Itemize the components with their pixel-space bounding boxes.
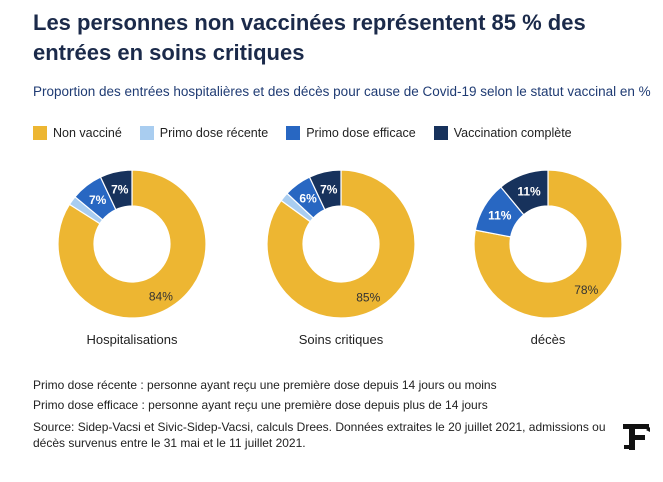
legend: Non vacciné Primo dose récente Primo dos… [33,126,590,140]
donut-slice-soins-critiques-vaccination-complete [308,169,342,211]
source-line-1: Source: Sidep-Vacsi et Sivic-Sidep-Vacsi… [33,420,606,434]
data-label-soins-critiques-primo-efficace: 6% [299,192,317,206]
chart-title: Les personnes non vaccinées représentent… [33,10,586,65]
legend-swatch-primo-efficace [286,126,301,140]
legend-item-vaccination-complete: Vaccination complète [433,126,572,140]
data-label-soins-critiques-vaccination-complete: 7% [320,182,338,196]
legend-label-non-vaccine: Non vacciné [53,126,122,140]
data-label-hospitalisations-primo-efficace: 7% [89,193,107,207]
category-label-soins-critiques: Soins critiques [299,332,384,347]
category-label-hospitalisations: Hospitalisations [86,332,178,347]
donut-slice-soins-critiques-non-vaccine [266,169,416,319]
data-label-deces-primo-efficace: 11% [488,208,512,222]
donut-slice-hospitalisations-non-vaccine [57,169,207,319]
note-primo-efficace: Primo dose efficace : personne ayant reç… [33,398,488,412]
data-label-soins-critiques-non-vaccine: 85% [356,290,380,304]
chart-subtitle: Proportion des entrées hospitalières et … [33,84,651,99]
data-label-hospitalisations-vaccination-complete: 7% [111,182,129,196]
le-figaro-logo-icon [623,424,650,450]
legend-item-primo-recente: Primo dose récente [139,126,269,140]
legend-swatch-non-vaccine [33,126,47,140]
legend-label-primo-efficace: Primo dose efficace [306,126,416,140]
source-line-2: décès survenus entre le 31 mai et le 11 … [33,436,306,450]
legend-swatch-vaccination-complete [433,126,448,140]
note-primo-recente: Primo dose récente : personne ayant reçu… [33,378,497,392]
legend-item-non-vaccine: Non vacciné [33,126,122,140]
legend-item-primo-efficace: Primo dose efficace [286,126,416,140]
donut-slice-hospitalisations-vaccination-complete [99,169,133,211]
data-label-hospitalisations-non-vaccine: 84% [149,290,173,304]
donut-slice-deces-non-vaccine [473,169,623,319]
legend-swatch-primo-recente [139,126,154,140]
data-label-deces-non-vaccine: 78% [574,283,598,297]
category-label-deces: décès [531,332,566,347]
donut-slice-deces-vaccination-complete [499,169,549,216]
legend-label-vaccination-complete: Vaccination complète [453,126,572,140]
legend-label-primo-recente: Primo dose récente [159,126,269,140]
data-label-deces-vaccination-complete: 11% [517,184,541,198]
